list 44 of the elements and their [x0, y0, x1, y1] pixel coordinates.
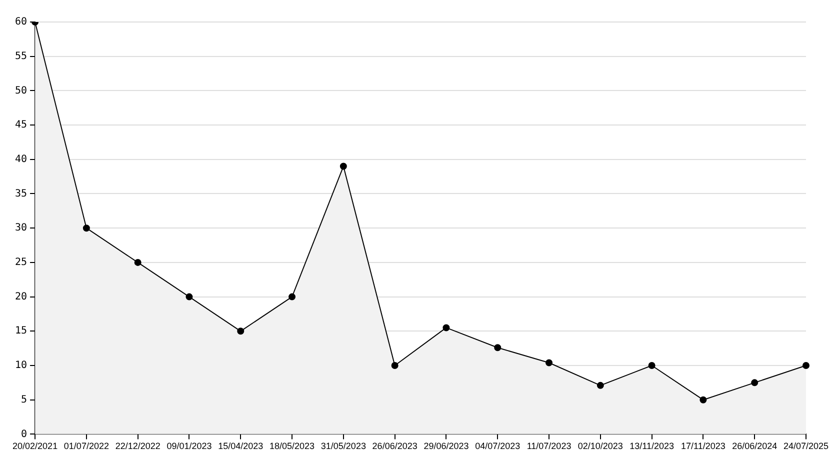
x-tick-label: 20/02/2021 — [12, 441, 58, 452]
x-tick-label: 15/04/2023 — [218, 441, 264, 452]
y-tick-label: 20 — [14, 291, 28, 302]
y-tick-label: 5 — [21, 394, 28, 406]
x-tick-label: 17/11/2023 — [681, 441, 726, 452]
point — [494, 344, 502, 352]
x-tick-label: 09/01/2023 — [166, 441, 212, 452]
y-tick-label: 50 — [14, 85, 28, 96]
point — [288, 293, 296, 300]
x-tick-label: 04/07/2023 — [475, 441, 520, 452]
y-tick-label: 0 — [21, 428, 28, 440]
x-tick-label: 22/12/2022 — [115, 441, 160, 452]
y-tick-label: 25 — [14, 257, 28, 268]
point — [546, 359, 553, 366]
y-tick-label: 40 — [14, 154, 28, 165]
x-tick-label: 24/07/2025 — [783, 441, 829, 452]
point — [596, 382, 604, 389]
y-tick-label: 35 — [14, 188, 28, 200]
y-tick-label: 15 — [14, 326, 28, 337]
y-tick-label: 55 — [14, 50, 28, 62]
x-tick-label: 29/06/2023 — [424, 441, 469, 452]
point — [802, 362, 810, 369]
y-tick-label: 30 — [14, 222, 28, 234]
x-tick-label: 11/07/2023 — [526, 441, 572, 452]
point — [237, 328, 244, 335]
point — [82, 224, 90, 232]
y-tick-label: 45 — [14, 120, 28, 131]
x-tick-label: 26/06/2024 — [732, 441, 778, 452]
x-tick-label: 13/11/2023 — [630, 441, 674, 452]
point — [648, 362, 656, 369]
point — [700, 396, 707, 404]
point — [340, 162, 347, 170]
point — [751, 379, 758, 386]
x-tick-label: 02/10/2023 — [578, 441, 623, 452]
y-tick-label: 60 — [14, 16, 28, 28]
x-tick-label: 18/05/2023 — [270, 441, 315, 452]
x-tick-label: 26/06/2023 — [372, 441, 418, 452]
point — [134, 258, 142, 266]
point — [442, 324, 450, 332]
x-tick-label: 31/05/2023 — [320, 441, 366, 452]
point — [186, 293, 193, 300]
point — [391, 362, 398, 369]
x-tick-label: 01/07/2022 — [64, 441, 109, 452]
y-tick-label: 10 — [14, 360, 28, 372]
